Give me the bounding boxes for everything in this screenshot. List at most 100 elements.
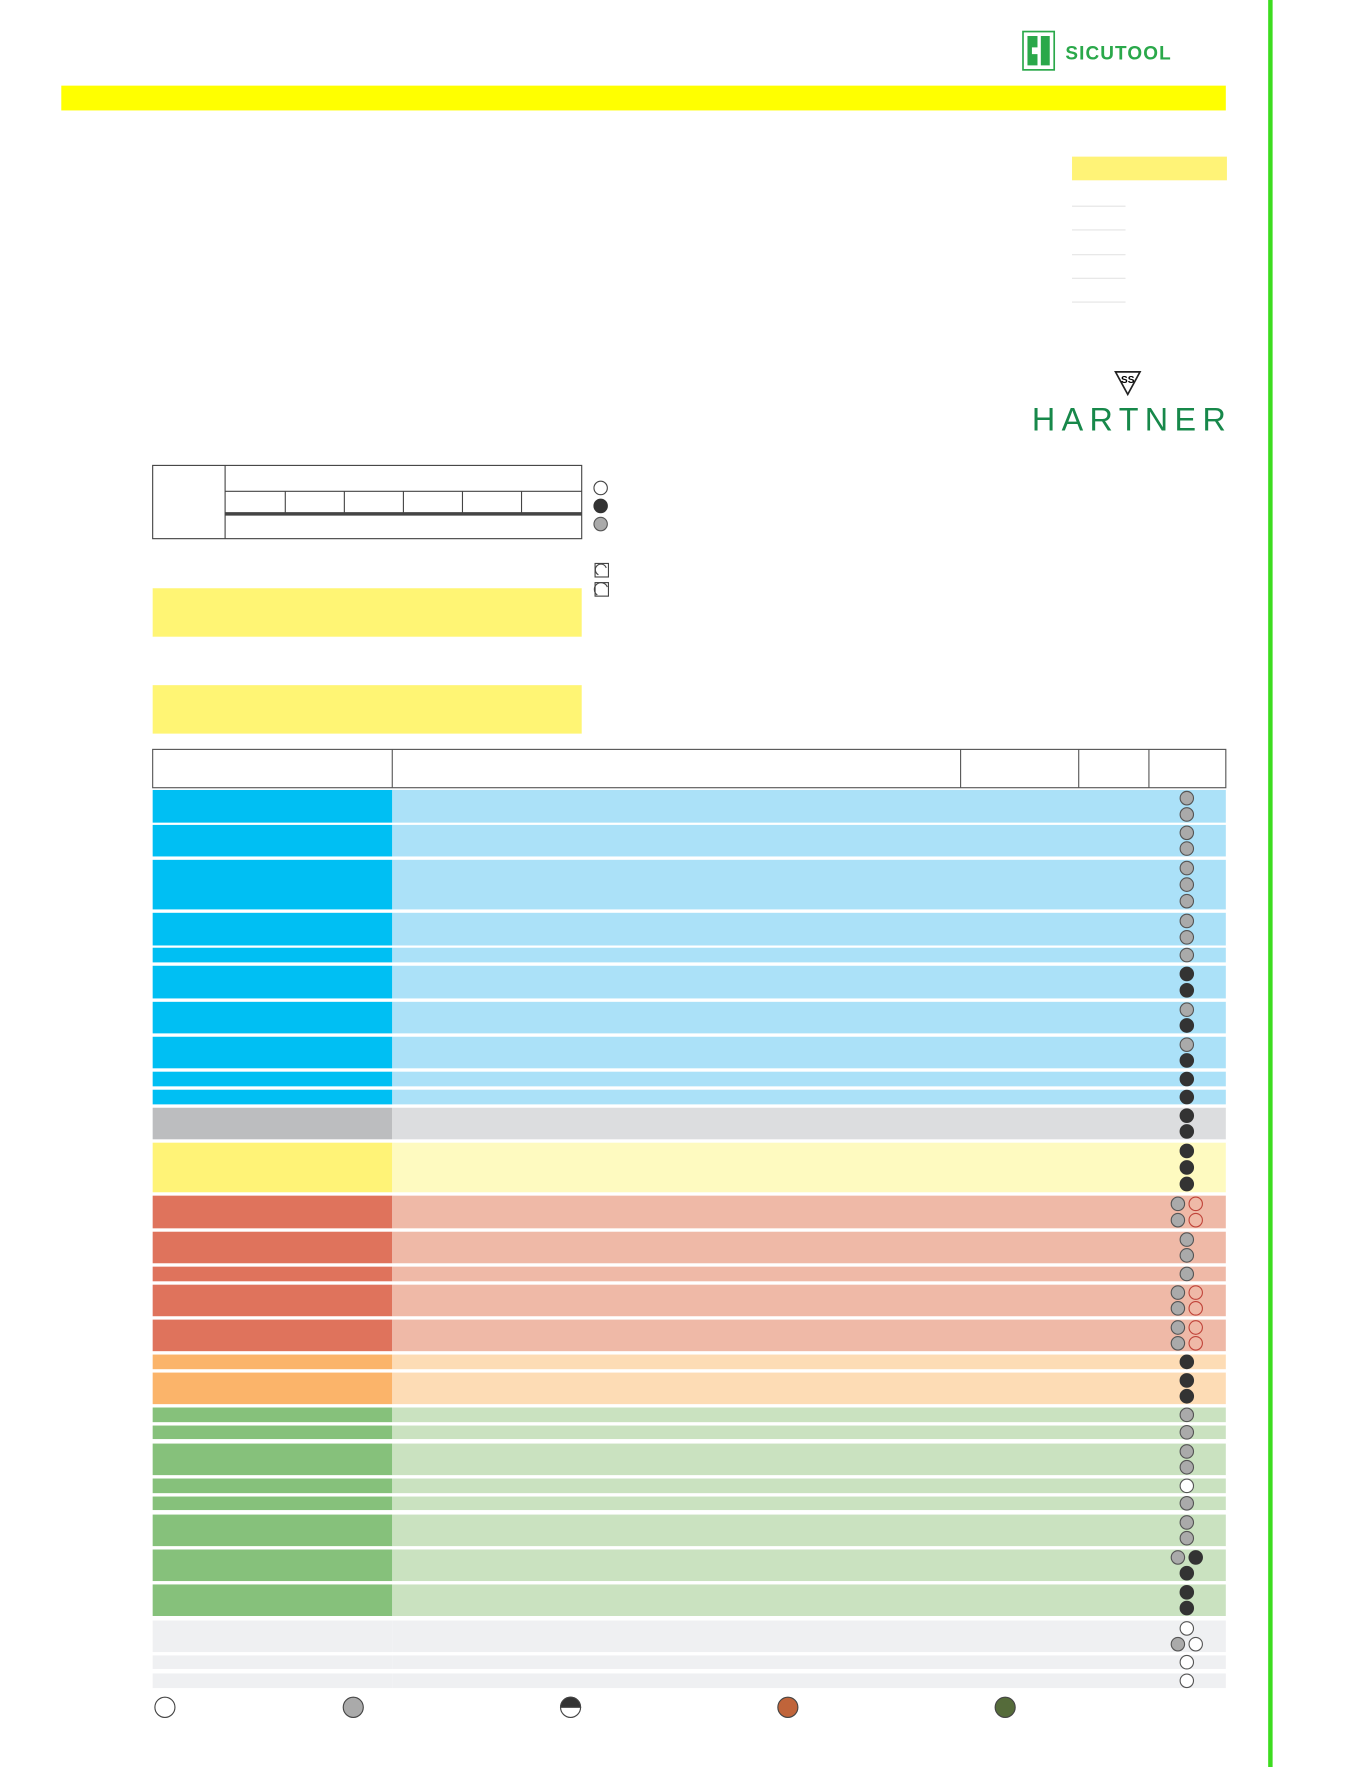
row-body-cell [392,965,1226,999]
row-body-cell [392,1443,1226,1476]
row-symbol [1179,1478,1195,1494]
legend-dot [593,498,608,514]
row-key-cell [152,1107,393,1140]
legend-circle [342,1696,364,1718]
row-body-cell [392,1231,1226,1264]
row-key-cell [152,1001,393,1034]
row-symbol [1179,1444,1195,1459]
row-key-cell [152,1266,393,1282]
row-key-cell [152,1673,393,1689]
row-symbol [1179,860,1195,876]
row-symbol [1179,1373,1195,1388]
row-symbol [1188,1301,1203,1316]
row-symbol [1179,841,1195,856]
hartner-text: HARTNER [1032,401,1226,437]
row-symbol [1170,1550,1186,1565]
row-body-cell [392,1425,1226,1440]
row-symbol [1179,1388,1195,1404]
legend-dot [593,516,608,532]
row-key-cell [152,1496,393,1511]
row-symbol [1188,1636,1203,1652]
row-body-cell [392,1514,1226,1547]
row-symbol [1179,1654,1195,1670]
row-body-cell [392,1496,1226,1511]
row-symbol [1179,1124,1195,1139]
mini-table [152,464,583,540]
row-key-cell [152,1425,393,1440]
logo-mark [1114,371,1142,397]
row-symbol [1179,1495,1195,1511]
note-box [152,588,582,637]
row-key-cell [152,1071,393,1087]
row-symbol [1179,1037,1195,1052]
row-key-cell [152,1443,393,1476]
row-symbol [1170,1212,1186,1228]
note-box [152,685,582,734]
row-body-cell [392,789,1226,823]
tool-icon-arc [593,582,608,596]
row-body-cell [392,1266,1226,1282]
row-body-cell [392,1620,1226,1653]
row-symbol [1179,1266,1195,1282]
logo-glyph [1027,36,1050,66]
row-body-cell [392,1372,1226,1405]
row-symbol [1179,1232,1195,1247]
row-symbol [1179,1160,1195,1175]
row-key-cell [152,1620,393,1653]
row-key-cell [152,1142,393,1193]
row-symbol [1188,1320,1203,1335]
row-key-cell [152,1354,393,1370]
row-symbol [1170,1285,1186,1300]
row-body-cell [392,1036,1226,1069]
table-header [152,748,1227,789]
legend-circle [994,1696,1016,1718]
row-body-cell [392,1478,1226,1494]
row-symbol [1179,825,1195,841]
row-symbol [1188,1550,1203,1565]
header-bar [61,85,1226,111]
info-box [1072,156,1227,181]
row-key-cell [152,1319,393,1352]
row-body-cell [392,947,1226,963]
row-symbol [1179,1071,1195,1087]
row-key-cell [152,912,393,946]
row-symbol [1179,877,1195,892]
row-key-cell [152,1407,393,1423]
row-key-cell [152,1514,393,1547]
row-body-cell [392,1354,1226,1370]
legend-circle [154,1696,176,1718]
row-key-cell [152,1089,393,1105]
row-symbol [1170,1196,1186,1212]
side-bar [1268,0,1273,1767]
row-symbol [1179,1176,1195,1192]
brand-logo: SICUTOOL [1022,30,1171,71]
row-body-cell [392,1071,1226,1087]
row-symbol [1179,913,1195,929]
row-key-cell [152,1549,393,1582]
row-body-cell [392,1089,1226,1105]
row-key-cell [152,1655,393,1669]
legend-half [559,1696,582,1708]
row-body-cell [392,1584,1226,1616]
bottom-legend [154,1696,1016,1718]
hartner-logo: SS HARTNER [1032,371,1226,438]
row-symbol [1179,790,1195,806]
row-symbol [1179,1673,1195,1689]
row-symbol [1179,1002,1195,1018]
row-key-cell [152,824,393,857]
row-body-cell [392,1107,1226,1140]
row-body-cell [392,1195,1226,1229]
row-symbol [1188,1196,1203,1212]
row-symbol [1179,1018,1195,1033]
row-symbol [1179,1407,1195,1423]
row-symbol [1179,1459,1195,1475]
row-symbol [1179,1248,1195,1263]
row-symbol [1179,1585,1195,1600]
row-symbol [1179,982,1195,998]
row-symbol [1179,947,1195,963]
row-symbol [1170,1301,1186,1316]
row-symbol [1179,1143,1195,1159]
row-key-cell [152,1478,393,1494]
brand-name: SICUTOOL [1065,44,1171,65]
